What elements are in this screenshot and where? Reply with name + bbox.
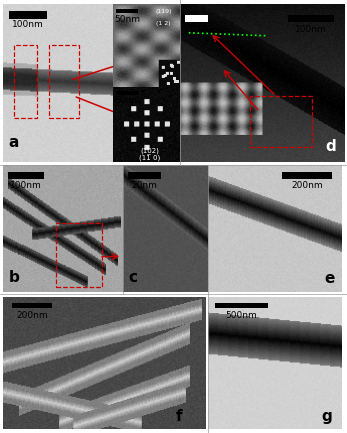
Bar xyxy=(116,9,138,13)
Text: e: e xyxy=(324,271,335,286)
Text: b: b xyxy=(8,270,19,285)
Bar xyxy=(9,11,47,19)
Text: (1 2): (1 2) xyxy=(156,21,171,26)
Bar xyxy=(282,171,332,178)
Bar xyxy=(128,171,161,178)
Bar xyxy=(11,303,52,308)
Bar xyxy=(215,303,268,308)
Bar xyxy=(116,91,138,95)
Text: d: d xyxy=(325,139,336,154)
Bar xyxy=(49,45,79,118)
Text: f: f xyxy=(176,409,183,424)
Text: 20nm: 20nm xyxy=(132,181,158,190)
Text: c: c xyxy=(128,270,137,285)
Text: 100nm: 100nm xyxy=(10,181,42,190)
Text: 200nm: 200nm xyxy=(16,311,48,320)
Text: 50nm: 50nm xyxy=(114,97,140,106)
Text: a: a xyxy=(9,135,19,149)
Text: 500nm: 500nm xyxy=(226,311,257,320)
Text: (102): (102) xyxy=(141,148,159,154)
Text: 100nm: 100nm xyxy=(295,25,327,34)
Text: 100nm: 100nm xyxy=(12,20,44,29)
Text: g: g xyxy=(322,409,332,424)
Text: (119): (119) xyxy=(155,9,172,13)
Text: 50nm: 50nm xyxy=(114,15,140,24)
Bar xyxy=(14,45,37,118)
Text: (11̅ 0): (11̅ 0) xyxy=(139,154,161,162)
Bar xyxy=(8,171,44,178)
Text: 200nm: 200nm xyxy=(291,181,323,190)
Bar xyxy=(56,223,102,287)
Bar xyxy=(288,15,334,22)
Bar xyxy=(249,96,312,146)
Bar xyxy=(185,16,209,22)
